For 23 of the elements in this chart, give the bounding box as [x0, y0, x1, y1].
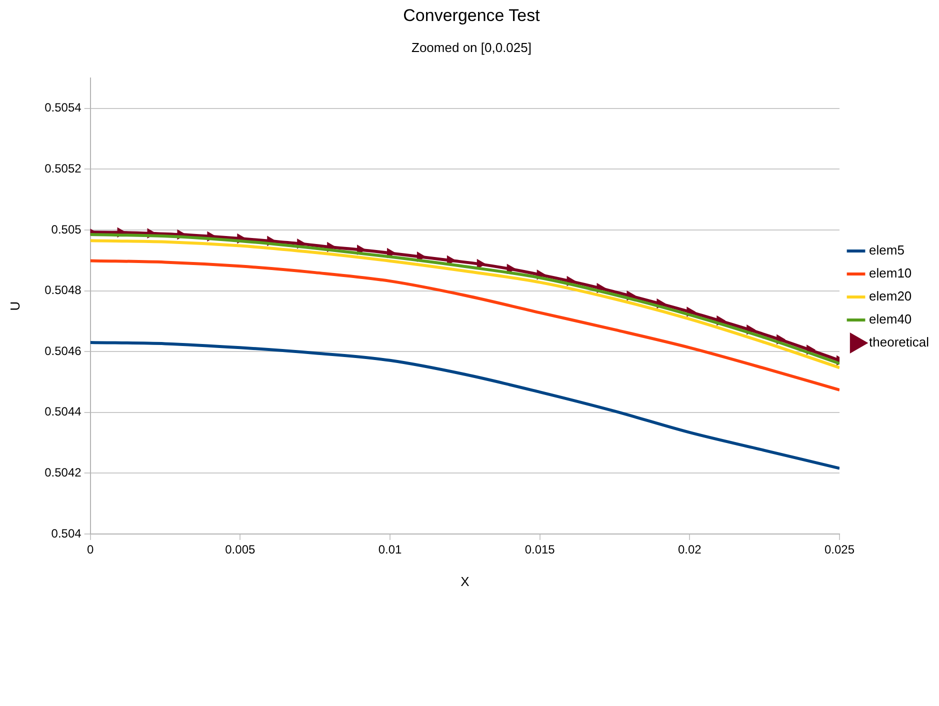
- y-tick-label: 0.5054: [44, 100, 82, 115]
- legend-label: theoretical: [869, 334, 930, 350]
- x-tick-label: 0.015: [524, 542, 556, 557]
- y-tick-label: 0.5052: [44, 162, 82, 176]
- chart-subtitle: Zoomed on [0,0.025]: [412, 40, 532, 55]
- y-tick-label: 0.505: [51, 222, 82, 236]
- chart-title: Convergence Test: [403, 6, 540, 25]
- x-tick-label: 0.005: [225, 542, 256, 557]
- legend-label: elem20: [869, 288, 912, 304]
- y-tick-label: 0.504: [51, 526, 82, 540]
- x-tick-label: 0.01: [378, 542, 402, 557]
- y-tick-label: 0.5044: [44, 404, 82, 419]
- x-tick-label: 0.025: [824, 542, 855, 557]
- x-tick-label: 0: [86, 542, 94, 557]
- x-axis-title: X: [460, 574, 470, 589]
- y-tick-label: 0.5046: [44, 344, 82, 358]
- y-axis-title: U: [7, 301, 22, 311]
- legend-label: elem40: [869, 312, 912, 327]
- legend-label: elem10: [869, 266, 912, 281]
- legend-label: elem5: [869, 242, 904, 258]
- y-tick-label: 0.5042: [44, 466, 82, 480]
- y-tick-label: 0.5048: [44, 283, 82, 298]
- x-tick-label: 0.02: [678, 542, 702, 557]
